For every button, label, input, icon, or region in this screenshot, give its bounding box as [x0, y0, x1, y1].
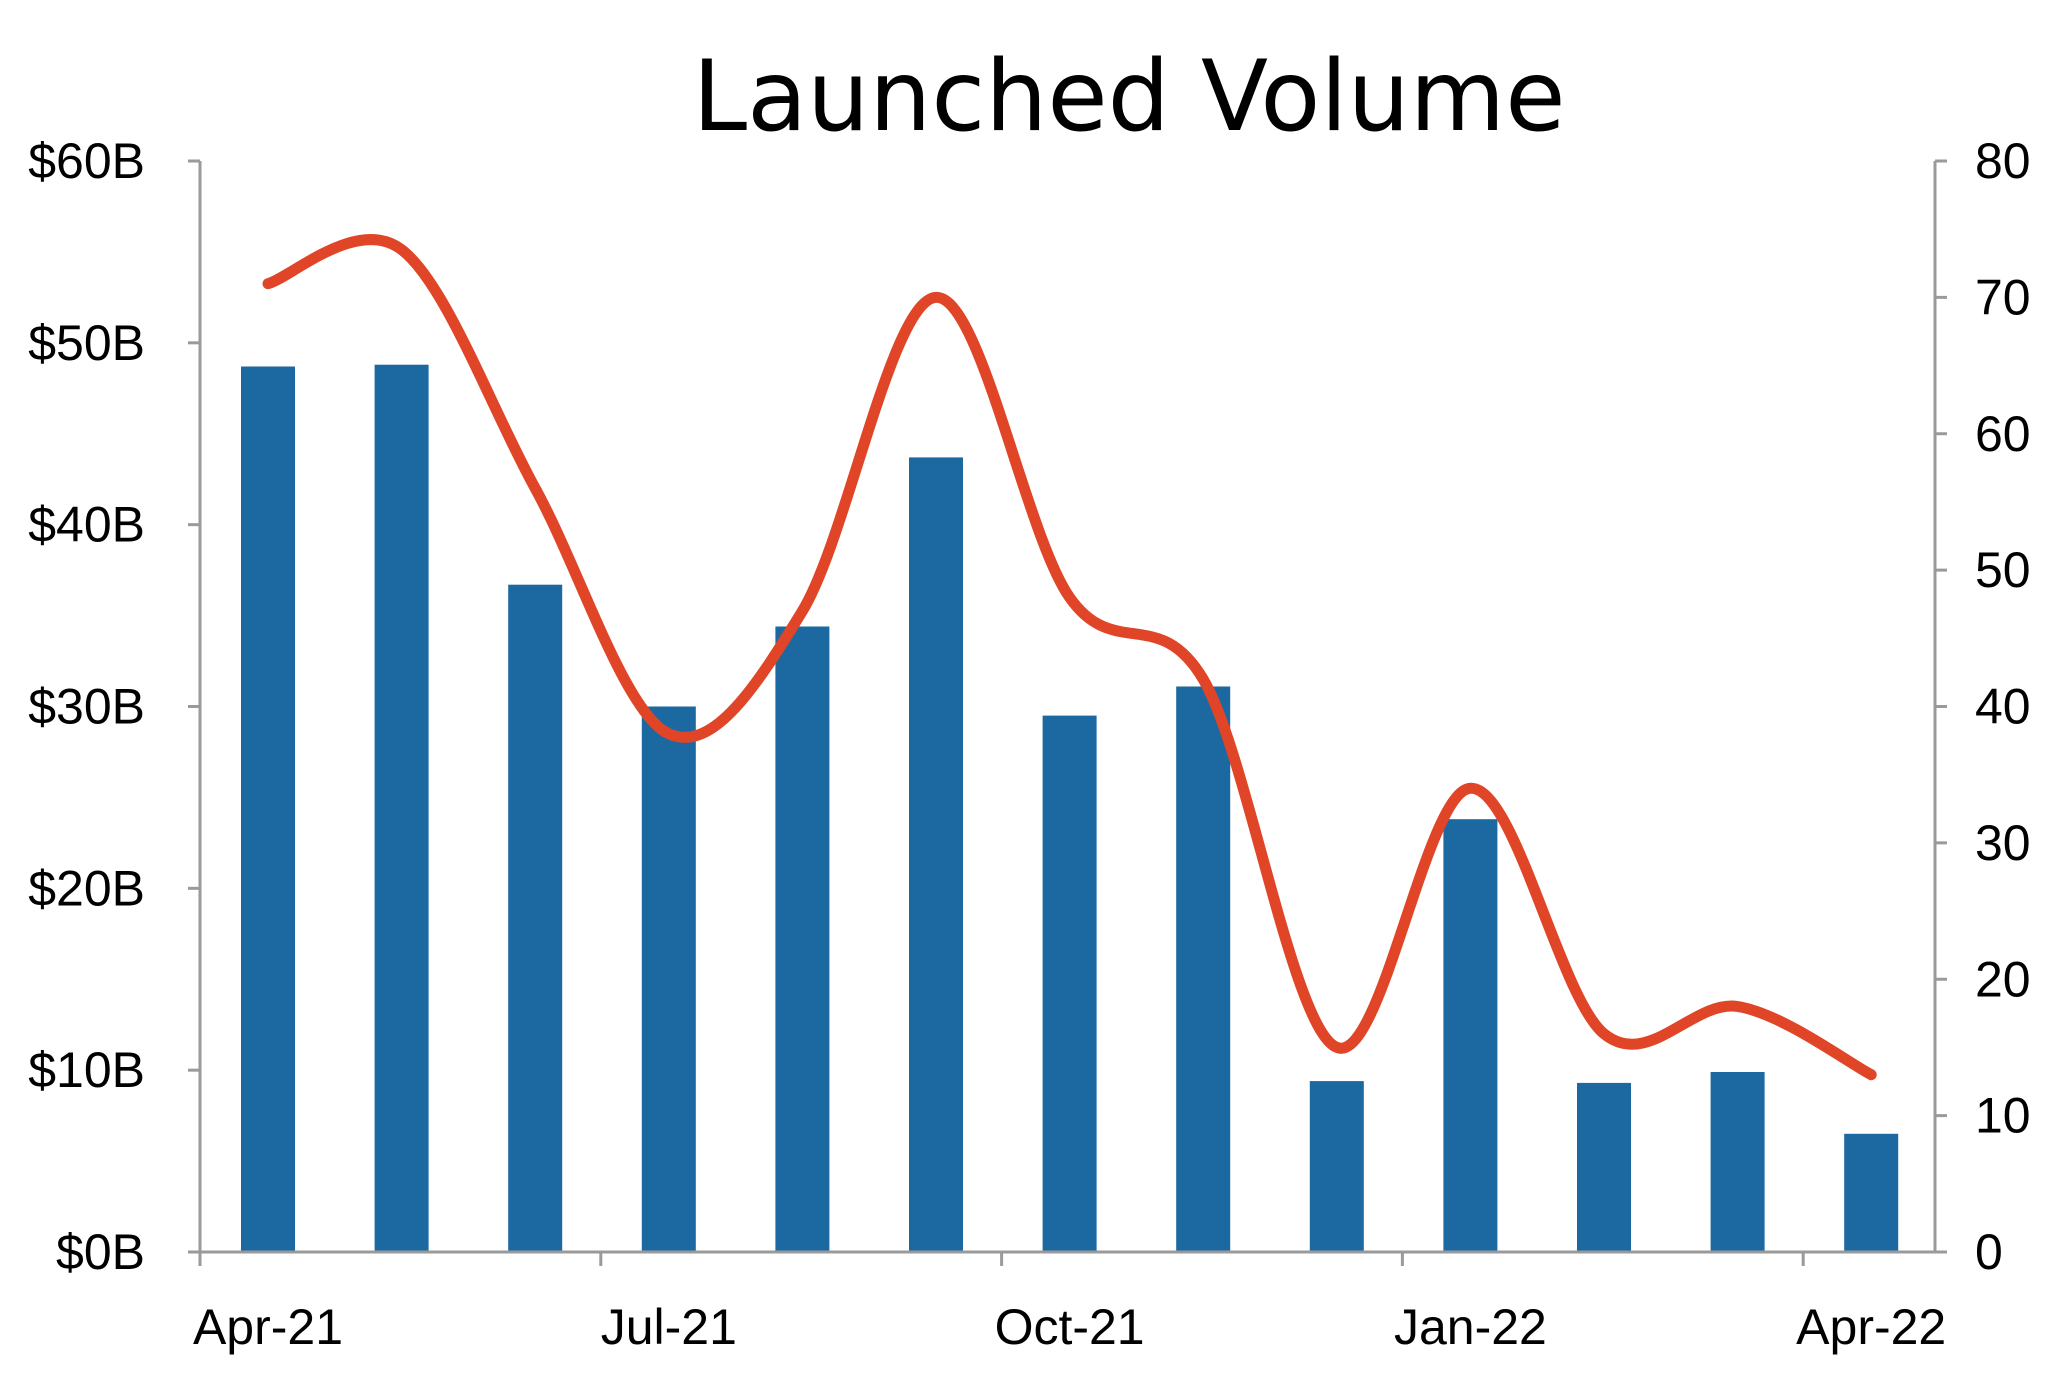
right-y-tick-label: 50: [1975, 542, 2031, 598]
bar: [1309, 1081, 1364, 1252]
right-y-tick-label: 0: [1975, 1224, 2003, 1280]
left-y-tick-label: $40B: [28, 497, 145, 553]
x-tick-label: Jan-22: [1394, 1299, 1547, 1355]
bar: [1844, 1133, 1899, 1252]
x-tick-label: Apr-21: [193, 1299, 343, 1355]
left-y-tick-label: $20B: [28, 860, 145, 916]
right-y-tick-label: 30: [1975, 815, 2031, 871]
right-y-tick-label: 60: [1975, 406, 2031, 462]
right-y-tick-label: 80: [1975, 133, 2031, 189]
left-y-tick-label: $10B: [28, 1042, 145, 1098]
chart-title: Launched Volume: [692, 40, 1565, 154]
left-y-tick-label: $0B: [56, 1224, 145, 1280]
bar-series: [241, 364, 1899, 1252]
line-path: [262, 234, 1877, 1081]
bar: [374, 364, 429, 1252]
bar: [508, 584, 563, 1252]
bar: [641, 706, 696, 1252]
x-tick-label: Oct-21: [995, 1299, 1145, 1355]
left-y-tick-label: $60B: [28, 133, 145, 189]
x-tick-label: Apr-22: [1796, 1299, 1946, 1355]
bar: [909, 457, 963, 1252]
axes: [188, 159, 1947, 1266]
tick-labels: $0B $10B $20B $30B $40B $50B $60B 0 10 20 30 40 50 60…: [28, 133, 2030, 1355]
bar: [775, 626, 830, 1252]
bar: [1577, 1082, 1631, 1252]
right-y-tick-label: 20: [1975, 951, 2031, 1007]
bar: [1443, 819, 1498, 1252]
line-series: [262, 234, 1877, 1081]
right-y-tick-label: 10: [1975, 1088, 2031, 1144]
right-y-tick-label: 40: [1975, 679, 2031, 735]
right-y-tick-label: 70: [1975, 269, 2031, 325]
bar: [241, 366, 295, 1252]
bar: [1176, 686, 1231, 1252]
bar: [1042, 715, 1097, 1252]
x-tick-label: Jul-21: [601, 1299, 737, 1355]
bar: [1710, 1072, 1765, 1252]
left-y-tick-label: $50B: [28, 315, 145, 371]
left-y-tick-label: $30B: [28, 679, 145, 735]
